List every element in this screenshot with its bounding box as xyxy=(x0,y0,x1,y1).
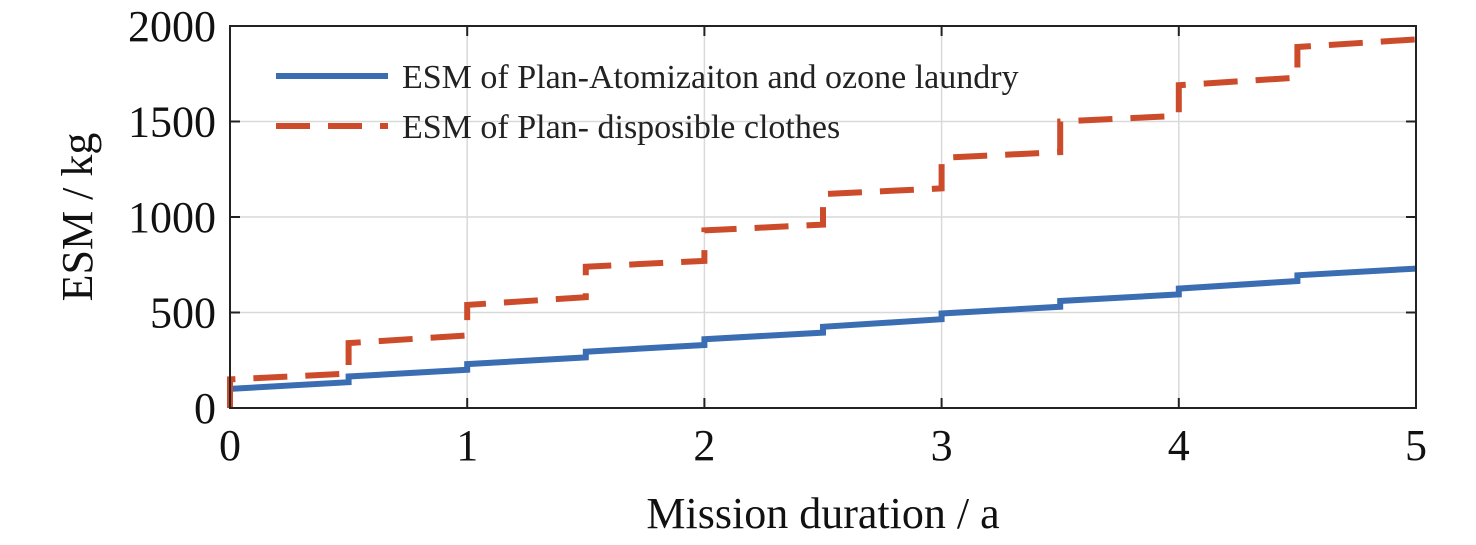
y-axis-label: ESM / kg xyxy=(53,133,102,302)
series-lines xyxy=(227,36,1417,408)
x-tick-label: 4 xyxy=(1168,421,1190,470)
x-tick-label: 5 xyxy=(1405,421,1427,470)
y-tick-label: 1500 xyxy=(128,98,216,147)
legend-label-1: ESM of Plan-Atomizaiton and ozone laundr… xyxy=(402,59,1019,96)
y-tick-label: 2000 xyxy=(128,2,216,51)
x-tick-label: 1 xyxy=(456,421,478,470)
legend: ESM of Plan-Atomizaiton and ozone laundr… xyxy=(276,59,1019,146)
y-tick-label: 0 xyxy=(194,384,216,433)
x-tick-label: 2 xyxy=(693,421,715,470)
series-line-1 xyxy=(229,265,1417,392)
x-tick-label: 3 xyxy=(931,421,953,470)
ticks: 0 1 2 3 4 5 0 500 1000 1500 2000 xyxy=(128,2,1427,470)
x-tick-label: 0 xyxy=(219,421,241,470)
legend-label-2: ESM of Plan- disposible clothes xyxy=(402,109,840,146)
x-axis-label: Mission duration / a xyxy=(646,489,999,538)
y-tick-label: 500 xyxy=(150,289,216,338)
series-line-2 xyxy=(227,36,1417,408)
y-tick-label: 1000 xyxy=(128,193,216,242)
